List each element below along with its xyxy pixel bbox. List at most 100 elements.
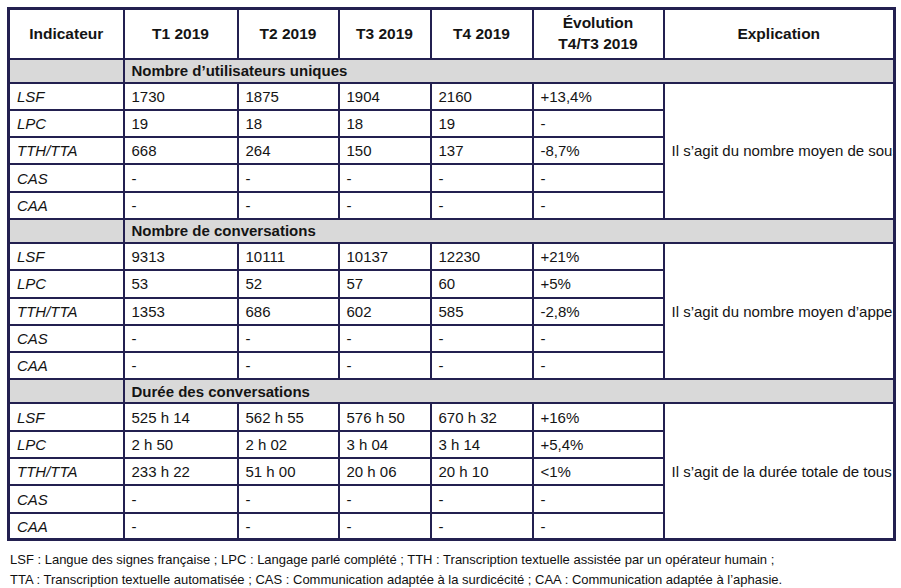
evolution-header-line2: T4/T3 2019 (534, 34, 663, 55)
evolution-cell: +13,4% (533, 83, 664, 110)
value-cell: 10137 (339, 243, 431, 270)
value-cell: - (431, 485, 533, 512)
legend-line-2: TTA : Transcription textuelle automatisé… (10, 570, 901, 588)
row-label: CAS (9, 325, 124, 352)
section-title-duration: Durée des conversations (124, 379, 895, 403)
value-cell: - (124, 513, 238, 540)
value-cell: 2 h 50 (124, 431, 238, 458)
section-title-users: Nombre d’utilisateurs uniques (124, 59, 895, 83)
evolution-cell: - (533, 192, 664, 219)
value-cell: 150 (339, 137, 431, 164)
value-cell: 2160 (431, 83, 533, 110)
explanation-cell: Il s’agit du nombre moyen de souscripteu… (664, 83, 895, 219)
evolution-cell: - (533, 513, 664, 540)
value-cell: - (124, 352, 238, 379)
value-cell: 668 (124, 137, 238, 164)
value-cell: - (238, 352, 339, 379)
header-cell-t3: T3 2019 (339, 9, 431, 59)
value-cell: 52 (238, 270, 339, 297)
value-cell: - (339, 164, 431, 191)
value-cell: - (339, 352, 431, 379)
evolution-cell: - (533, 352, 664, 379)
row-label: CAS (9, 485, 124, 512)
row-label: LPC (9, 110, 124, 137)
page: Indicateur T1 2019 T2 2019 T3 2019 T4 20… (0, 0, 901, 588)
value-cell: 3 h 04 (339, 431, 431, 458)
value-cell: - (238, 164, 339, 191)
section-title-conversations: Nombre de conversations (124, 219, 895, 243)
value-cell: 602 (339, 298, 431, 325)
value-cell: 233 h 22 (124, 458, 238, 485)
row-label: CAA (9, 513, 124, 540)
evolution-cell: - (533, 164, 664, 191)
value-cell: 18 (238, 110, 339, 137)
value-cell: 18 (339, 110, 431, 137)
header-cell-indicator: Indicateur (9, 9, 124, 59)
evolution-cell: - (533, 325, 664, 352)
value-cell: - (339, 192, 431, 219)
header-cell-evolution: Évolution T4/T3 2019 (533, 9, 664, 59)
value-cell: 576 h 50 (339, 403, 431, 430)
row-label: CAA (9, 192, 124, 219)
value-cell: 19 (124, 110, 238, 137)
value-cell: 20 h 10 (431, 458, 533, 485)
statistics-table: Indicateur T1 2019 T2 2019 T3 2019 T4 20… (7, 7, 896, 541)
value-cell: - (124, 164, 238, 191)
value-cell: - (339, 325, 431, 352)
header-cell-explanation: Explication (664, 9, 895, 59)
value-cell: 9313 (124, 243, 238, 270)
value-cell: - (339, 485, 431, 512)
section-spacer-cell (9, 219, 124, 243)
value-cell: 1730 (124, 83, 238, 110)
header-cell-t1: T1 2019 (124, 9, 238, 59)
section-spacer-cell (9, 379, 124, 403)
value-cell: 2 h 02 (238, 431, 339, 458)
evolution-cell: - (533, 110, 664, 137)
value-cell: 10111 (238, 243, 339, 270)
evolution-cell: <1% (533, 458, 664, 485)
row-label: TTH/TTA (9, 458, 124, 485)
value-cell: 20 h 06 (339, 458, 431, 485)
row-label: CAS (9, 164, 124, 191)
row-label: LSF (9, 243, 124, 270)
section-header-row: Nombre de conversations (9, 219, 895, 243)
table-row: LSF 1730 1875 1904 2160 +13,4% Il s’agit… (9, 83, 895, 110)
value-cell: - (431, 352, 533, 379)
value-cell: 57 (339, 270, 431, 297)
value-cell: 12230 (431, 243, 533, 270)
evolution-cell: +21% (533, 243, 664, 270)
table-row: LSF 9313 10111 10137 12230 +21% Il s’agi… (9, 243, 895, 270)
table-row: LSF 525 h 14 562 h 55 576 h 50 670 h 32 … (9, 403, 895, 430)
header-cell-t2: T2 2019 (238, 9, 339, 59)
value-cell: - (238, 325, 339, 352)
explanation-cell: Il s’agit de la durée totale de tous les… (664, 403, 895, 539)
value-cell: - (238, 192, 339, 219)
evolution-cell: +5% (533, 270, 664, 297)
value-cell: - (124, 485, 238, 512)
row-label: CAA (9, 352, 124, 379)
legend-line-1: LSF : Langue des signes française ; LPC … (10, 550, 901, 570)
value-cell: - (431, 164, 533, 191)
row-label: LSF (9, 403, 124, 430)
evolution-cell: -8,7% (533, 137, 664, 164)
value-cell: 585 (431, 298, 533, 325)
row-label: TTH/TTA (9, 137, 124, 164)
value-cell: - (124, 325, 238, 352)
row-label: LSF (9, 83, 124, 110)
evolution-cell: - (533, 485, 664, 512)
value-cell: 1875 (238, 83, 339, 110)
value-cell: 1353 (124, 298, 238, 325)
evolution-cell: +16% (533, 403, 664, 430)
evolution-cell: -2,8% (533, 298, 664, 325)
value-cell: 525 h 14 (124, 403, 238, 430)
section-header-row: Nombre d’utilisateurs uniques (9, 59, 895, 83)
section-spacer-cell (9, 59, 124, 83)
value-cell: - (431, 513, 533, 540)
value-cell: 3 h 14 (431, 431, 533, 458)
value-cell: 670 h 32 (431, 403, 533, 430)
value-cell: 686 (238, 298, 339, 325)
value-cell: 51 h 00 (238, 458, 339, 485)
table-header-row: Indicateur T1 2019 T2 2019 T3 2019 T4 20… (9, 9, 895, 59)
value-cell: - (431, 325, 533, 352)
row-label: LPC (9, 270, 124, 297)
